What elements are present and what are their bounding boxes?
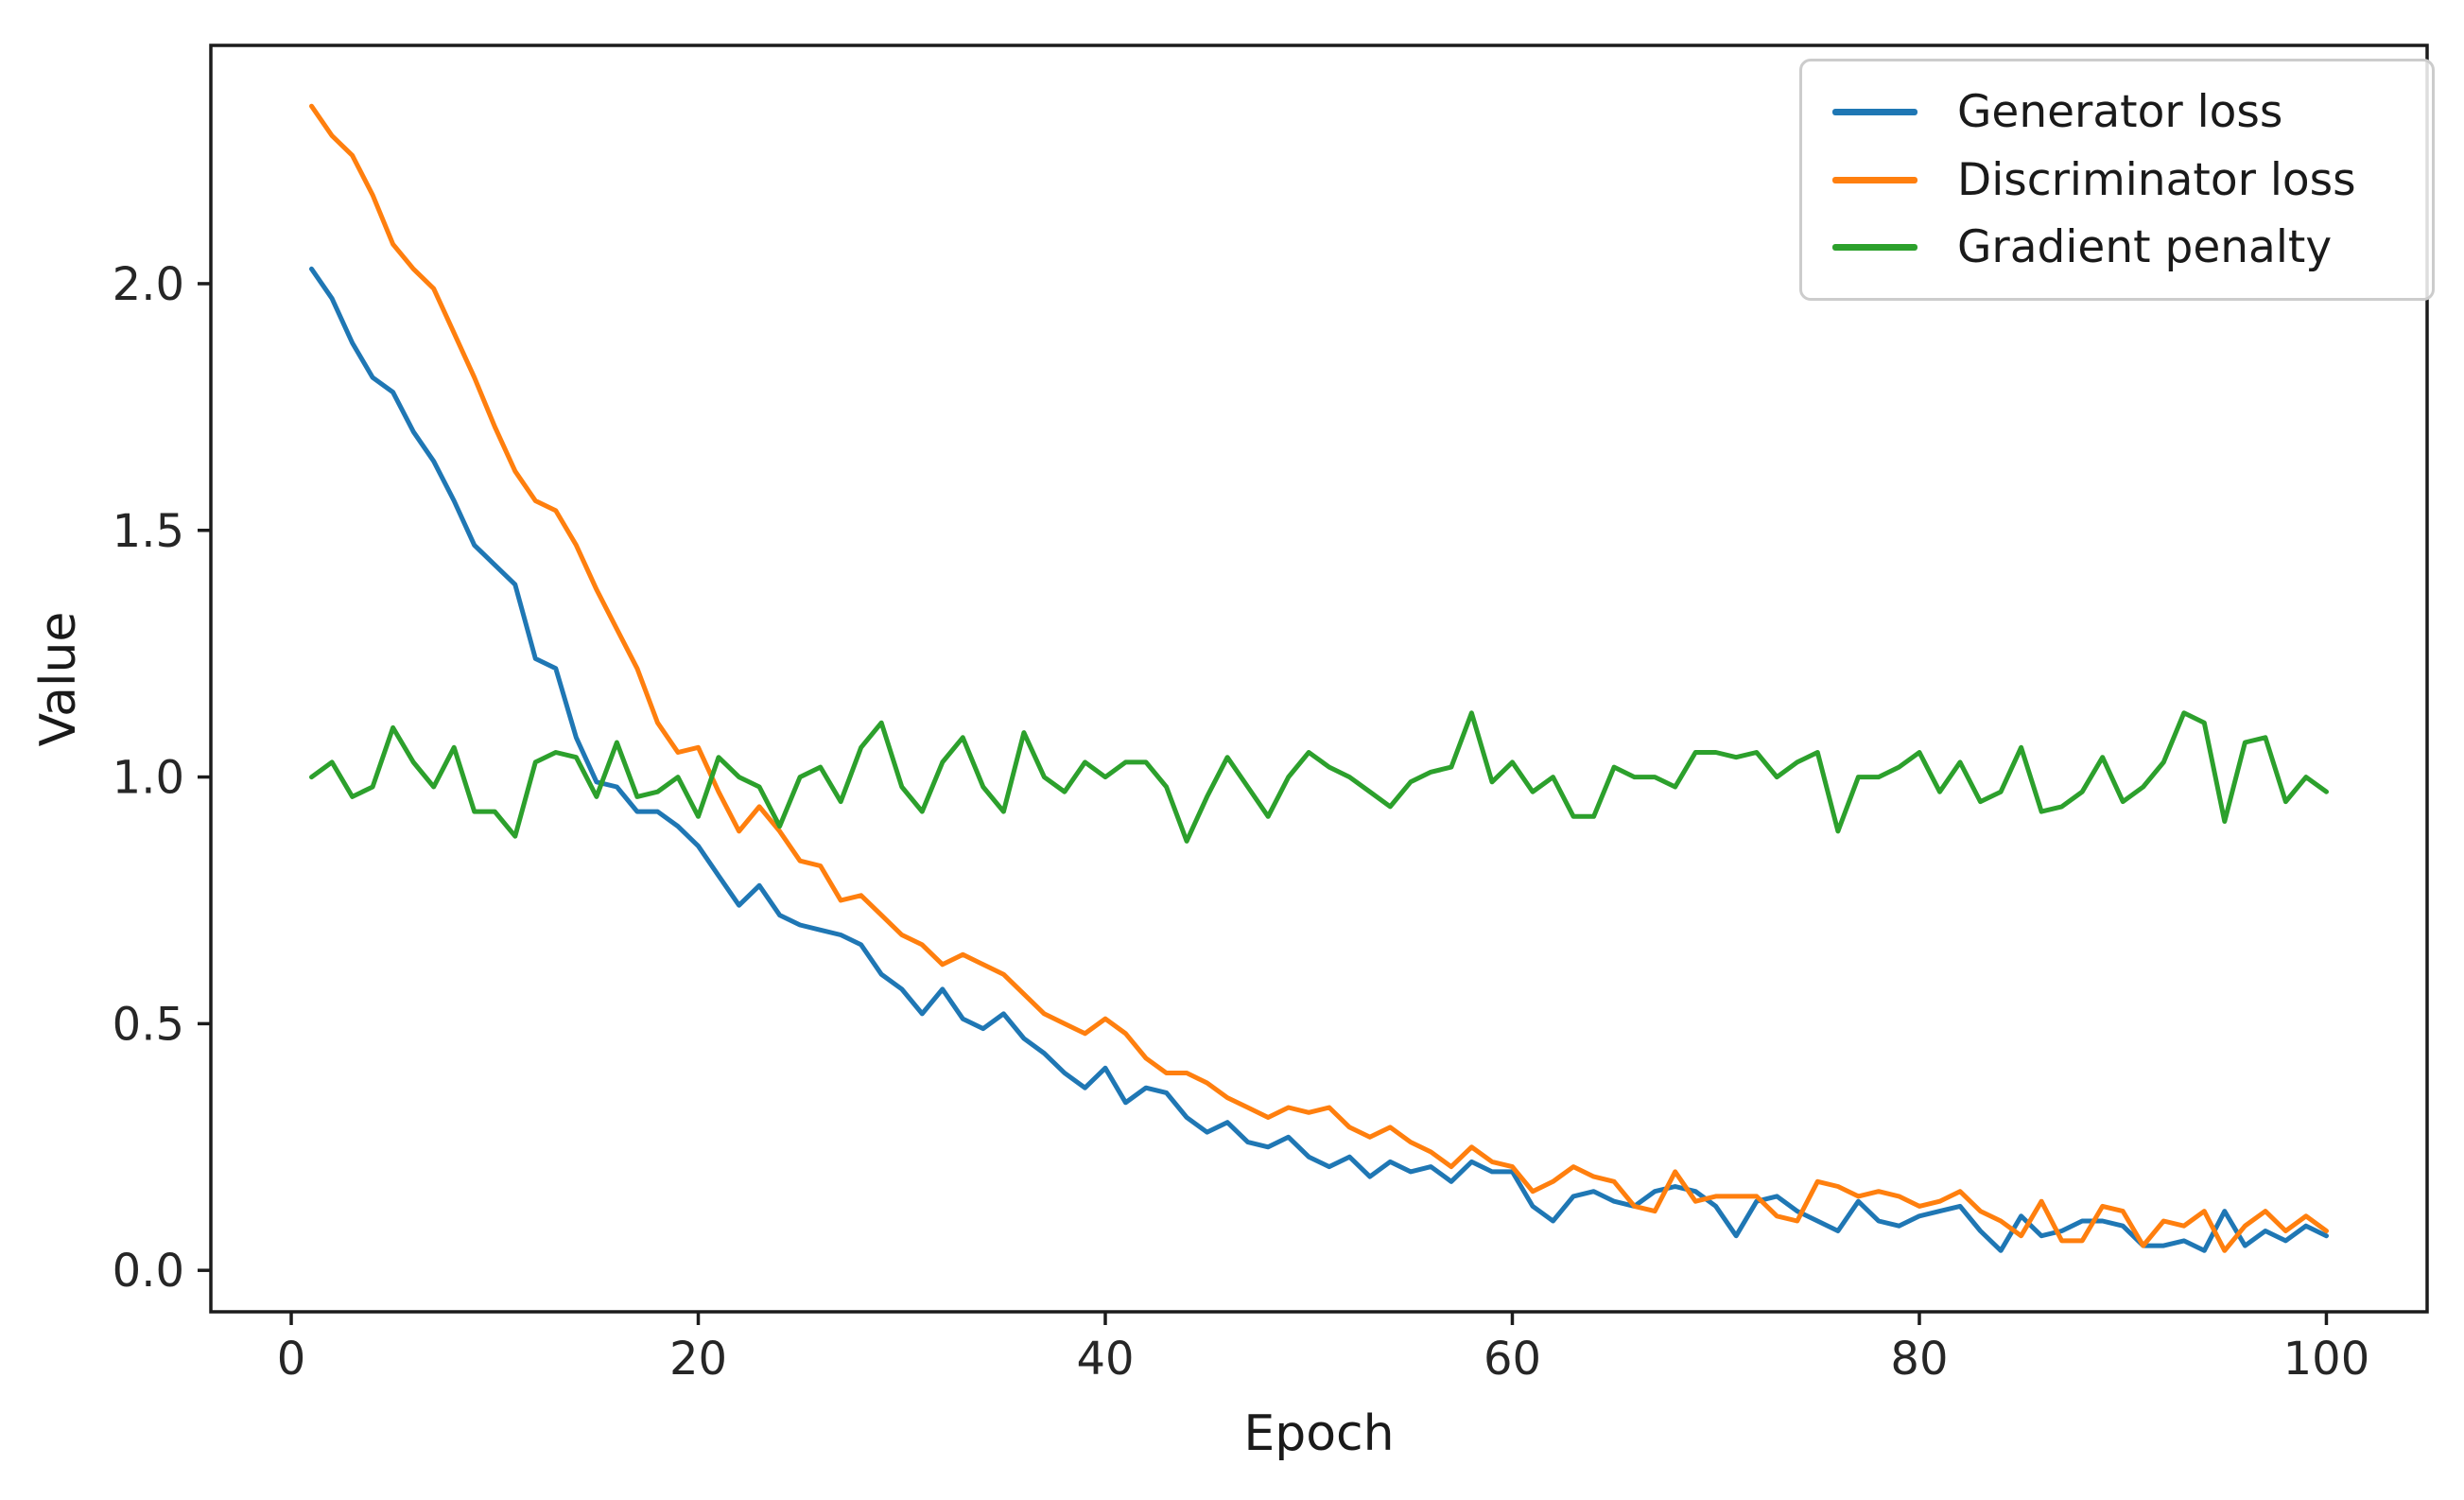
legend-item-generator-loss: Generator loss	[1802, 90, 2432, 134]
series-line-2	[309, 710, 2329, 844]
y-tick-label: 0.0	[113, 1245, 184, 1298]
gradient-penalty-line-swatch	[1832, 243, 1917, 251]
plot-border	[209, 44, 2429, 1314]
series-line-1	[309, 103, 2329, 1253]
legend-label: Generator loss	[1957, 86, 2283, 139]
legend: Generator loss Discriminator loss Gradie…	[1799, 59, 2435, 301]
legend-item-gradient-penalty: Gradient penalty	[1802, 225, 2432, 270]
series-line-0	[309, 266, 2329, 1253]
legend-item-discriminator-loss: Discriminator loss	[1802, 158, 2432, 202]
x-axis-label: Epoch	[1243, 1405, 1395, 1462]
y-tick-label: 1.5	[113, 505, 184, 558]
discriminator-loss-line-swatch	[1832, 176, 1917, 183]
x-tick-label: 60	[1484, 1333, 1541, 1386]
x-tick-label: 20	[669, 1333, 727, 1386]
legend-label: Discriminator loss	[1957, 153, 2356, 206]
x-tick-label: 0	[277, 1333, 306, 1386]
x-tick-label: 80	[1890, 1333, 1948, 1386]
x-tick-label: 40	[1076, 1333, 1134, 1386]
y-tick-label: 1.0	[113, 752, 184, 805]
y-tick-label: 2.0	[113, 258, 184, 311]
legend-label: Gradient penalty	[1957, 220, 2333, 273]
y-tick-label: 0.5	[113, 998, 184, 1051]
generator-loss-line-swatch	[1832, 109, 1917, 116]
x-tick-label: 100	[2283, 1333, 2370, 1386]
y-axis-label: Value	[30, 611, 87, 747]
